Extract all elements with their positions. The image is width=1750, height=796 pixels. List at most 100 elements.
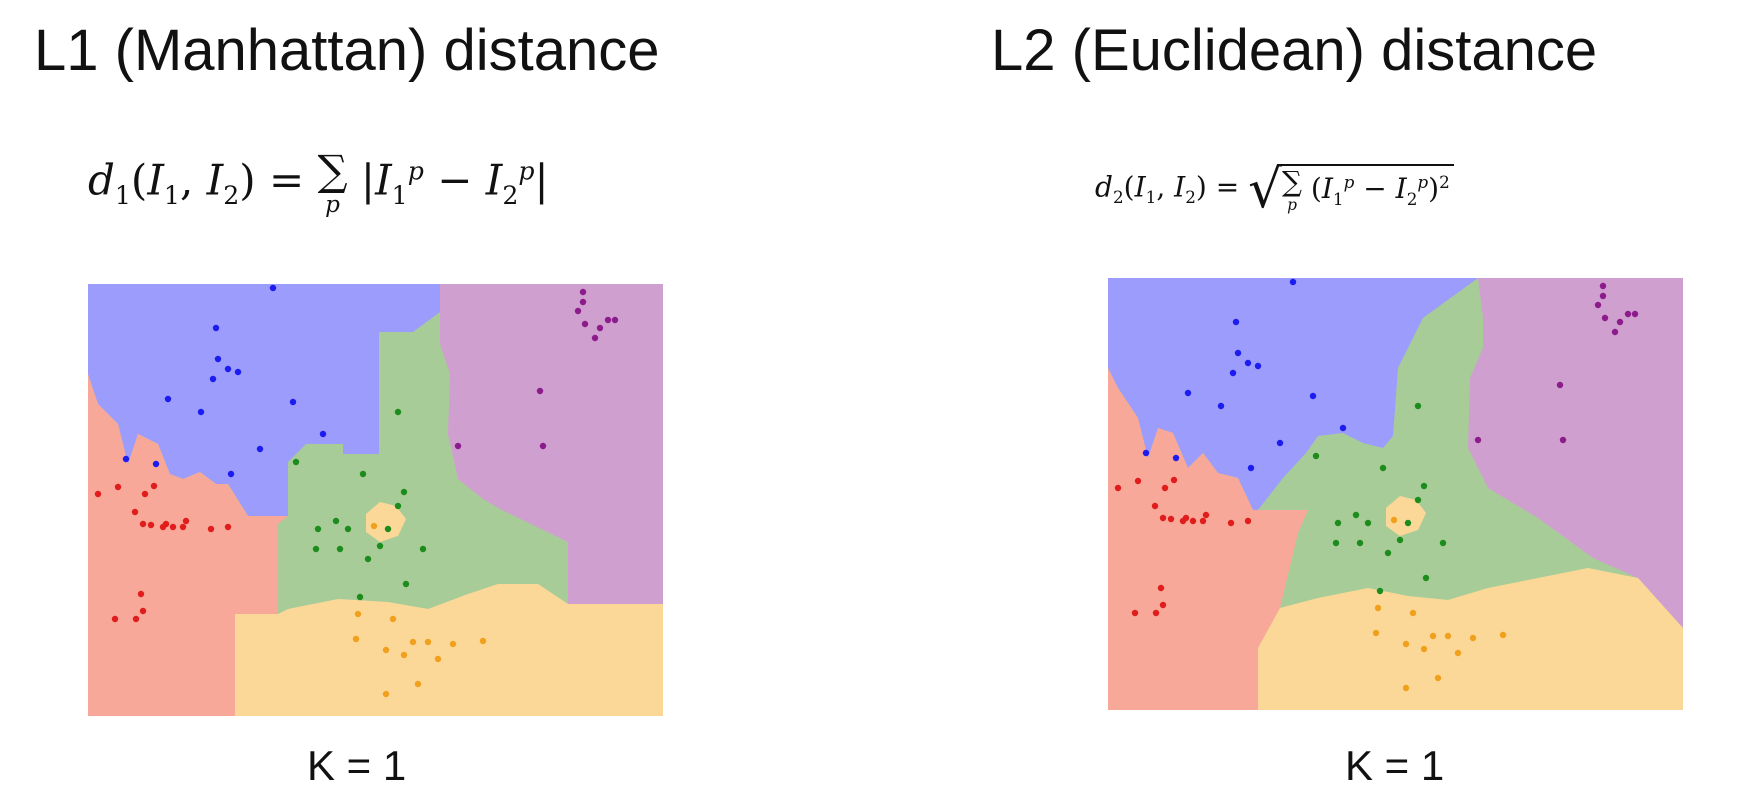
- l1-region-blue: [88, 284, 440, 516]
- l1-point-blue-8: [197, 408, 205, 416]
- l1-point-green-3: [359, 470, 367, 478]
- l2-point-orange-8: [1444, 632, 1452, 640]
- l1-point-blue-10: [319, 430, 327, 438]
- l1-plot-svg: [88, 284, 663, 716]
- l1-panel: L1 (Manhattan) distance d1(I1, I2) = ∑ p …: [34, 18, 663, 789]
- l1-point-green-15: [402, 580, 410, 588]
- l2-point-red-18: [1152, 609, 1160, 617]
- l1-formula: d1(I1, I2) = ∑ p |I1p − I2p|: [88, 146, 549, 218]
- l2-point-purple-5: [1616, 318, 1624, 326]
- l1-point-blue-3: [214, 355, 222, 363]
- l2-point-purple-8: [1611, 328, 1619, 336]
- l2-point-blue-11: [1142, 449, 1150, 457]
- l2-decision-boundary-plot: [1108, 278, 1683, 710]
- l1-point-purple-2: [579, 298, 587, 306]
- l2-point-blue-1: [1289, 278, 1297, 286]
- l2-point-orange-12: [1434, 674, 1442, 682]
- l2-point-blue-2: [1232, 318, 1240, 326]
- l2-point-purple-3: [1594, 301, 1602, 309]
- l2-point-green-16: [1376, 587, 1384, 595]
- l1-point-orange-3: [354, 610, 362, 618]
- l2-point-blue-4: [1229, 369, 1237, 377]
- l1-point-blue-2: [212, 324, 220, 332]
- l2-point-green-12: [1404, 519, 1412, 527]
- l1-point-green-4: [400, 488, 408, 496]
- l1-point-purple-6: [604, 316, 612, 324]
- l2-point-blue-12: [1172, 454, 1180, 462]
- l2-point-orange-6: [1429, 632, 1437, 640]
- l1-point-purple-5: [596, 324, 604, 332]
- l1-point-orange-7: [400, 651, 408, 659]
- l1-point-red-15: [137, 590, 145, 598]
- l2-point-orange-11: [1499, 631, 1507, 639]
- l1-point-red-18: [132, 615, 140, 623]
- l2-formula: d2(I1, I2) = √ ∑ p (I1p − I2p)2: [1095, 158, 1454, 220]
- l2-point-green-3: [1379, 464, 1387, 472]
- l1-region-red: [88, 374, 288, 716]
- l1-point-orange-4: [352, 635, 360, 643]
- l2-point-purple-2: [1599, 292, 1607, 300]
- l2-point-red-4: [1161, 484, 1169, 492]
- l2-point-green-4: [1420, 482, 1428, 490]
- l2-point-purple-4: [1601, 314, 1609, 322]
- l2-region-orange-island: [1386, 496, 1426, 536]
- l2-point-orange-2: [1409, 609, 1417, 617]
- l1-point-red-10: [169, 523, 177, 531]
- l2-point-green-11: [1396, 536, 1404, 544]
- l2-point-red-1: [1114, 484, 1122, 492]
- l1-point-orange-11: [479, 637, 487, 645]
- l1-point-orange-12: [414, 680, 422, 688]
- l2-point-purple-10: [1474, 436, 1482, 444]
- l1-point-blue-6: [234, 368, 242, 376]
- l1-k-label: K = 1: [307, 742, 407, 789]
- l1-title: L1 (Manhattan) distance: [34, 18, 660, 83]
- l2-point-purple-6: [1624, 310, 1632, 318]
- l2-title: L2 (Euclidean) distance: [991, 18, 1598, 83]
- l1-point-purple-4: [581, 320, 589, 328]
- l1-point-orange-10: [449, 640, 457, 648]
- l2-plot-svg: [1108, 278, 1683, 710]
- l1-point-orange-6: [409, 638, 417, 646]
- l1-region-orange-island: [366, 502, 406, 542]
- l1-point-red-5: [131, 508, 139, 516]
- l2-point-orange-3: [1374, 604, 1382, 612]
- l1-point-blue-14: [256, 445, 264, 453]
- l1-point-purple-8: [591, 334, 599, 342]
- l1-point-purple-1: [579, 288, 587, 296]
- l1-point-red-16: [139, 607, 147, 615]
- l2-point-purple-7: [1631, 310, 1639, 318]
- l1-point-blue-1: [269, 284, 277, 292]
- l1-point-green-1: [394, 408, 402, 416]
- l2-point-purple-9: [1556, 381, 1564, 389]
- l1-point-red-1: [94, 490, 102, 498]
- l1-point-green-8: [314, 525, 322, 533]
- l1-point-blue-13: [227, 470, 235, 478]
- l1-point-purple-11: [539, 442, 547, 450]
- l2-point-orange-10: [1469, 634, 1477, 642]
- l1-point-red-9: [159, 523, 167, 531]
- l1-point-blue-5: [224, 365, 232, 373]
- l2-point-blue-3: [1234, 349, 1242, 357]
- l1-point-green-7: [344, 525, 352, 533]
- l1-point-red-13: [207, 525, 215, 533]
- l1-point-red-3: [150, 482, 158, 490]
- l1-point-green-6: [332, 517, 340, 525]
- l2-panel: L2 (Euclidean) distance d2(I1, I2) = √ ∑…: [875, 0, 1750, 796]
- l1-point-purple-9: [536, 387, 544, 395]
- l1-point-blue-9: [289, 398, 297, 406]
- l2-point-green-2: [1312, 452, 1320, 460]
- l2-region-purple: [1468, 278, 1683, 628]
- l2-point-red-13: [1227, 519, 1235, 527]
- l2-point-blue-9: [1309, 392, 1317, 400]
- l1-point-green-14: [419, 545, 427, 553]
- l2-k-label: K = 1: [1345, 742, 1445, 789]
- l1-point-red-2: [114, 483, 122, 491]
- l1-point-orange-8: [424, 638, 432, 646]
- l1-region-orange: [235, 584, 663, 716]
- l2-point-red-10: [1189, 517, 1197, 525]
- l1-point-red-6: [139, 520, 147, 528]
- l1-point-green-13: [364, 555, 372, 563]
- l2-point-blue-14: [1276, 439, 1284, 447]
- l1-point-blue-7: [164, 395, 172, 403]
- l1-point-green-11: [376, 542, 384, 550]
